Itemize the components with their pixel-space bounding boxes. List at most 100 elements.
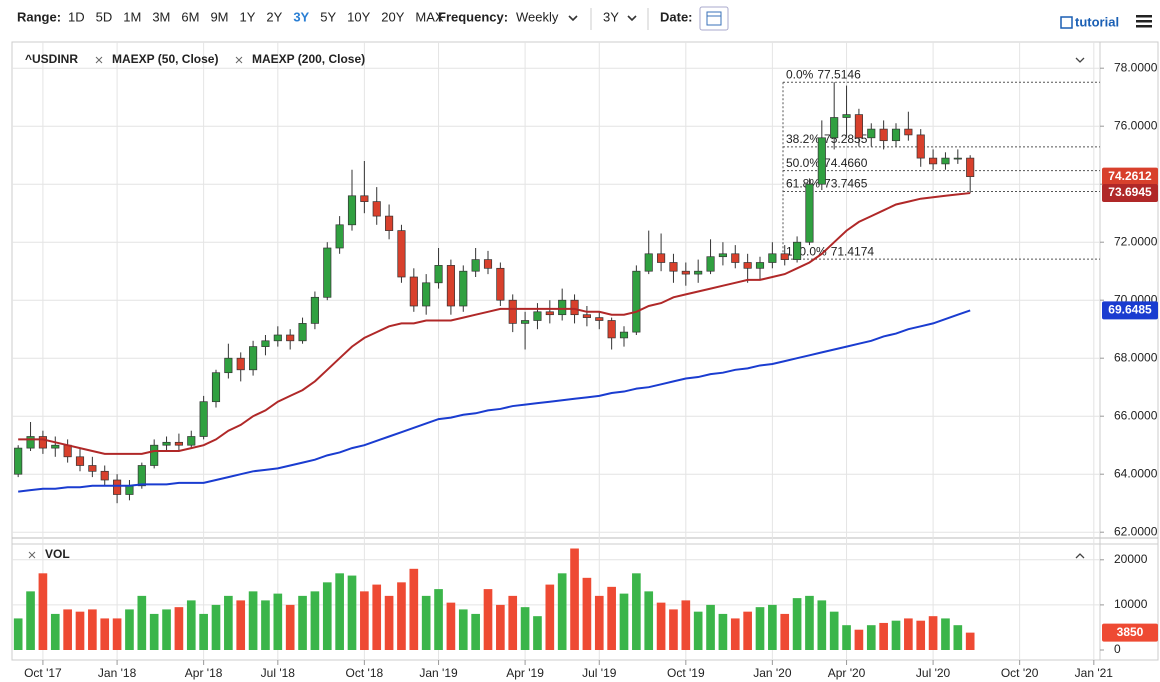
volume-bar (149, 613, 159, 650)
dropdown-caret[interactable] (568, 15, 578, 22)
legend-remove[interactable] (95, 56, 103, 64)
volume-bar (211, 604, 221, 650)
volume-bar (780, 613, 790, 650)
candle-body (187, 436, 196, 446)
candle-body (471, 259, 480, 272)
fib-level: 38.2% (786, 132, 820, 146)
volume-bar (26, 591, 35, 650)
menu-icon[interactable] (1136, 15, 1152, 28)
range-button[interactable]: 20Y (381, 9, 404, 24)
volume-bar (13, 618, 23, 650)
range-button[interactable]: 2Y (266, 9, 282, 24)
x-tick-label: Oct '20 (1001, 666, 1039, 680)
date-button[interactable] (699, 6, 729, 31)
volume-bar (792, 598, 802, 650)
volume-bar (619, 593, 629, 650)
frequency-select[interactable]: Weekly (516, 9, 559, 24)
candle-body (595, 317, 604, 321)
collapse-caret[interactable] (1075, 57, 1085, 63)
y-tick-label: 68.0000 (1114, 350, 1158, 364)
tutorial-link[interactable]: tutorial (1075, 14, 1119, 29)
candle-body (619, 331, 629, 339)
volume-bar (743, 611, 752, 650)
candle-body (409, 276, 418, 307)
volume-bar (434, 589, 443, 650)
volume-bar (458, 609, 468, 650)
volume-bar (112, 618, 122, 650)
range-button[interactable]: 6M (181, 9, 199, 24)
volume-bar (693, 611, 703, 650)
range-button[interactable]: 10Y (347, 9, 370, 24)
candle-body (199, 401, 208, 437)
volume-bar (471, 613, 480, 650)
y-tick-label: 20000 (1114, 552, 1148, 566)
collapse-caret[interactable] (1075, 553, 1085, 559)
x-tick-label: Oct '17 (24, 666, 62, 680)
last-price-tag-bg (1102, 167, 1158, 186)
ma-value-tag-bg (1102, 301, 1158, 320)
x-tick-label: Oct '18 (346, 666, 384, 680)
y-tick-label: 78.0000 (1114, 60, 1158, 74)
volume-bar (557, 573, 567, 650)
volume-bar (706, 604, 715, 650)
range-button[interactable]: 1Y (240, 9, 256, 24)
y-tick-label: 72.0000 (1114, 234, 1158, 248)
date-label: Date: (660, 9, 693, 24)
volume-bar (508, 595, 518, 650)
dropdown-caret[interactable] (627, 15, 637, 22)
y-tick-label: 66.0000 (1114, 408, 1158, 422)
candle-body (100, 470, 109, 481)
tutorial-icon (1060, 16, 1073, 29)
volume-bar (941, 618, 950, 650)
volume-bar (866, 625, 876, 650)
volume-bar (533, 616, 542, 650)
legend-remove[interactable] (235, 56, 243, 64)
candle-body (26, 436, 35, 449)
moving-average-line (18, 309, 971, 493)
fib-level: 61.8% (786, 177, 820, 191)
candle-body (854, 114, 863, 139)
candle-body (891, 128, 901, 142)
period-select[interactable]: 3Y (603, 9, 619, 24)
x-tick-label: Jan '18 (98, 666, 137, 680)
volume-bar (632, 573, 641, 650)
volume-bar (681, 600, 691, 650)
candle-body (916, 134, 925, 159)
volume-bar (285, 604, 295, 650)
x-tick-label: Jul '20 (916, 666, 951, 680)
candle-body (249, 346, 258, 371)
volume-bar (50, 613, 60, 650)
volume-label: VOL (45, 547, 70, 561)
candle-body (966, 157, 975, 177)
candle-body (706, 256, 715, 272)
candle-body (113, 479, 122, 495)
volume-bar (817, 600, 827, 650)
volume-tag: 3850 (1117, 625, 1144, 639)
volume-bar (335, 573, 344, 650)
remove-icon (235, 56, 243, 64)
range-button[interactable]: MAX (415, 9, 444, 24)
range-button[interactable]: 3Y (293, 9, 309, 24)
range-button[interactable]: 1M (123, 9, 141, 24)
range-button[interactable]: 9M (210, 9, 228, 24)
range-button[interactable]: 1D (68, 9, 85, 24)
volume-remove[interactable] (28, 551, 36, 559)
volume-bar (347, 575, 357, 650)
candle-body (360, 195, 369, 202)
candle-body (533, 311, 542, 321)
fib-level: 0.0% (786, 67, 814, 81)
candle-body (310, 296, 319, 324)
volume-bar (137, 595, 147, 650)
range-button[interactable]: 5Y (320, 9, 336, 24)
range-button[interactable]: 3M (152, 9, 170, 24)
range-button[interactable]: 5D (96, 9, 113, 24)
candle-body (496, 267, 505, 301)
candle-body (422, 282, 431, 307)
range-label: Range: (17, 9, 61, 24)
moving-average-line (18, 192, 971, 455)
candle-body (211, 372, 221, 403)
volume-bar (928, 616, 938, 650)
menu-bar (1136, 20, 1152, 23)
fib-value: 74.4660 (824, 156, 868, 170)
